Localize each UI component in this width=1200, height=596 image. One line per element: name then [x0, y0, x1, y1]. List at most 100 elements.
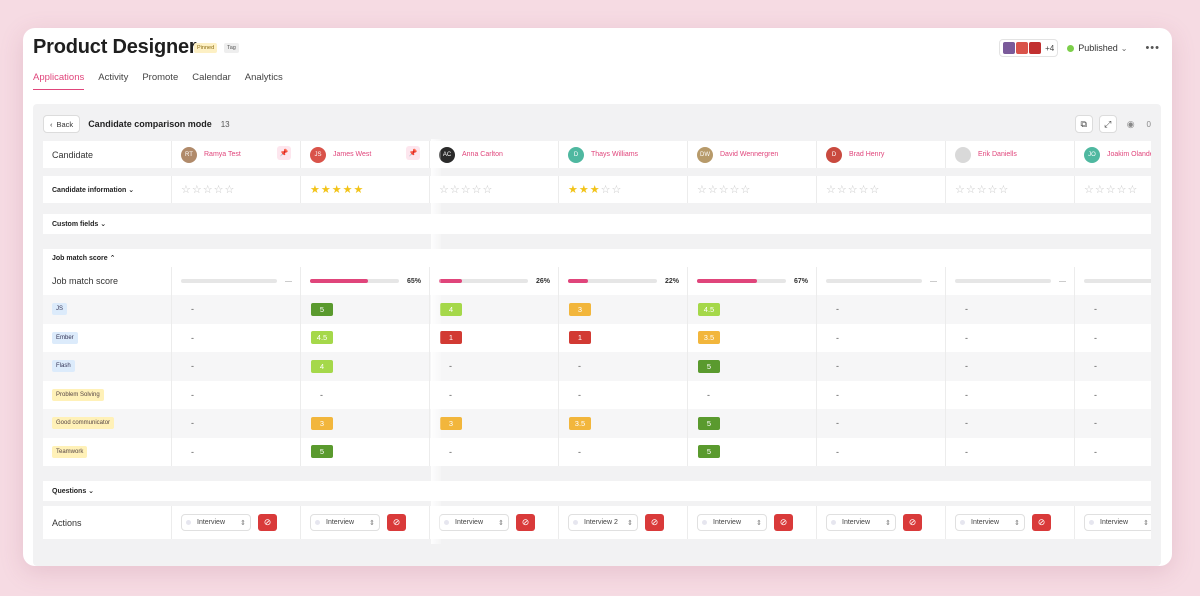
- empty-score: -: [965, 332, 968, 343]
- candidate-header-cell: JO Joakim Olander: [1075, 141, 1151, 168]
- duplicate-icon[interactable]: ⧉: [1074, 115, 1093, 133]
- empty-score: -: [449, 361, 452, 372]
- avatar: [1029, 42, 1042, 54]
- tab-applications[interactable]: Applications: [33, 72, 85, 90]
- match-bar: 67%: [697, 278, 808, 285]
- candidate-name-link[interactable]: D Thays Williams: [568, 146, 638, 163]
- empty-score: -: [191, 332, 194, 343]
- stage-select[interactable]: Interview ⇕: [181, 514, 251, 531]
- stage-select[interactable]: Interview ⇕: [697, 514, 767, 531]
- block-icon[interactable]: ⊘: [645, 514, 664, 531]
- empty-score: -: [578, 361, 581, 372]
- pinned-chip[interactable]: Pinned: [194, 43, 218, 53]
- block-icon[interactable]: ⊘: [774, 514, 793, 531]
- avatar: DW: [697, 146, 713, 163]
- back-button[interactable]: ‹ Back: [43, 115, 81, 133]
- skill-score-cell: -: [1075, 324, 1151, 353]
- score-badge: 4: [311, 359, 333, 373]
- score-badge: 3: [311, 416, 333, 430]
- skill-score-cell: -: [559, 380, 688, 409]
- tab-analytics[interactable]: Analytics: [244, 72, 283, 83]
- candidate-name-link[interactable]: DW David Wennergren: [697, 146, 778, 163]
- avatar: JO: [1084, 146, 1100, 163]
- skill-score-cell: -: [817, 295, 946, 324]
- block-icon[interactable]: ⊘: [516, 514, 535, 531]
- stage-select[interactable]: Interview ⇕: [1084, 514, 1151, 531]
- star-rating[interactable]: ☆☆☆☆☆: [1084, 183, 1138, 196]
- star-icon: ☆: [858, 184, 870, 196]
- job-match-cell: 67%: [688, 267, 817, 295]
- tag-chip[interactable]: Tag: [224, 43, 239, 53]
- star-icon: ☆: [707, 184, 719, 196]
- stage-dot-icon: [1089, 520, 1094, 525]
- star-icon: ☆: [191, 184, 203, 196]
- candidate-name-link[interactable]: Erik Daniells: [955, 146, 1017, 163]
- stage-select[interactable]: Interview 2 ⇕: [568, 514, 638, 531]
- custom-fields-toggle[interactable]: Custom fields ⌄: [52, 221, 107, 228]
- candidate-info-toggle[interactable]: Candidate information ⌄: [43, 176, 172, 203]
- tab-promote[interactable]: Promote: [142, 72, 179, 83]
- stage-select[interactable]: Interview ⇕: [826, 514, 896, 531]
- empty-score: -: [1094, 361, 1097, 372]
- empty-score: -: [1094, 304, 1097, 315]
- empty-score: -: [1094, 389, 1097, 400]
- avatar: D: [568, 146, 584, 163]
- block-icon[interactable]: ⊘: [387, 514, 406, 531]
- more-icon[interactable]: •••: [1145, 42, 1160, 54]
- empty-score: -: [707, 389, 710, 400]
- candidate-name-link[interactable]: JO Joakim Olander: [1084, 146, 1151, 163]
- stage-dot-icon: [831, 520, 836, 525]
- block-icon[interactable]: ⊘: [1032, 514, 1051, 531]
- rating-cell: ☆☆☆☆☆: [1075, 176, 1151, 203]
- star-rating[interactable]: ★★★☆☆: [568, 183, 622, 196]
- block-icon[interactable]: ⊘: [903, 514, 922, 531]
- star-rating[interactable]: ★★★★★: [310, 183, 364, 196]
- comparison-panel: ‹ Back Candidate comparison mode 13 ⧉ ⤢ …: [33, 104, 1161, 566]
- star-icon: ☆: [869, 184, 881, 196]
- job-match-label: Job match score: [43, 267, 172, 295]
- score-badge: 5: [698, 416, 720, 430]
- star-rating[interactable]: ☆☆☆☆☆: [697, 183, 751, 196]
- candidate-name-link[interactable]: D Brad Henry: [826, 146, 884, 163]
- skill-score-cell: -: [1075, 438, 1151, 467]
- tab-activity[interactable]: Activity: [98, 72, 129, 83]
- match-bar: [1084, 279, 1151, 283]
- star-icon: ☆: [600, 184, 612, 196]
- pin-icon[interactable]: 📌: [277, 146, 291, 160]
- match-percent: —: [930, 277, 937, 285]
- score-badge: 3: [569, 302, 591, 316]
- match-bar: —: [955, 278, 1066, 285]
- tab-calendar[interactable]: Calendar: [192, 72, 231, 83]
- updown-icon: ⇕: [1014, 519, 1020, 527]
- candidate-name-link[interactable]: AC Anna Carlton: [439, 146, 503, 163]
- actions-cell: Interview ⇕ ⊘: [301, 506, 430, 539]
- avatar: [1016, 42, 1029, 54]
- collaborator-avatars[interactable]: +4: [999, 39, 1059, 57]
- job-match-cell: —: [817, 267, 946, 295]
- star-rating[interactable]: ☆☆☆☆☆: [826, 183, 880, 196]
- actions-cell: Interview ⇕ ⊘: [430, 506, 559, 539]
- eye-icon[interactable]: ◉: [1126, 118, 1135, 129]
- star-rating[interactable]: ☆☆☆☆☆: [439, 183, 493, 196]
- candidate-name-link[interactable]: RT Ramya Test: [181, 146, 241, 163]
- stage-select[interactable]: Interview ⇕: [439, 514, 509, 531]
- pin-icon[interactable]: 📌: [406, 146, 420, 160]
- expand-icon[interactable]: ⤢: [1098, 115, 1117, 133]
- candidate-name-link[interactable]: JS James West: [310, 146, 371, 163]
- star-rating[interactable]: ☆☆☆☆☆: [955, 183, 1009, 196]
- skill-score-cell: -: [172, 380, 301, 409]
- stage-select[interactable]: Interview ⇕: [955, 514, 1025, 531]
- block-icon[interactable]: ⊘: [258, 514, 277, 531]
- skill-score-cell: 5: [688, 437, 817, 466]
- candidate-row-label: Candidate: [43, 141, 172, 168]
- score-badge: 3.5: [698, 331, 720, 345]
- questions-toggle[interactable]: Questions ⌄: [52, 488, 95, 495]
- job-match-section-toggle[interactable]: Job match score ⌃: [52, 255, 116, 262]
- status-dropdown[interactable]: Published ⌄: [1067, 43, 1127, 53]
- stage-select[interactable]: Interview ⇕: [310, 514, 380, 531]
- star-icon: ☆: [976, 184, 988, 196]
- skill-score-cell: -: [172, 409, 301, 438]
- star-rating[interactable]: ☆☆☆☆☆: [181, 183, 235, 196]
- skill-score-cell: 3: [301, 409, 430, 438]
- skill-label-cell: JS: [43, 295, 172, 324]
